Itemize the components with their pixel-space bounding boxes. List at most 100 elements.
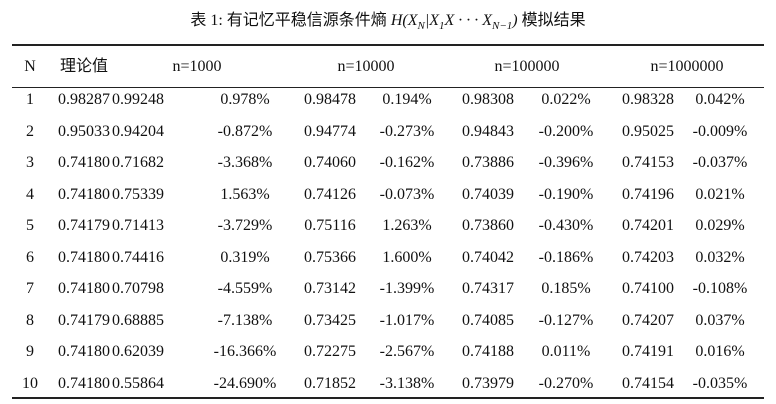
table-cell: -4.559% (217, 280, 273, 297)
table-cell: 0.68885 (112, 311, 164, 329)
table-cell: 0.74180 (58, 343, 110, 360)
table-cell: 0.62039 (112, 343, 164, 360)
table-cell: -0.037% (692, 154, 748, 171)
table-cell: 7 (26, 280, 34, 297)
table-cell: 3 (26, 154, 34, 171)
table-cell: 4 (26, 185, 34, 203)
table-cell: -0.127% (538, 311, 594, 329)
table-cell: 0.74180 (58, 185, 110, 203)
table-cell: 1.263% (382, 217, 432, 234)
table-cell: 0.011% (541, 343, 591, 360)
mid-rule (12, 87, 764, 88)
table-cell: 0.74207 (622, 311, 674, 329)
table-cell: 0.022% (541, 91, 591, 108)
table-cell: 0.029% (695, 217, 745, 234)
top-rule (12, 44, 764, 46)
formula-subscript: N (417, 20, 425, 33)
formula-text: ) (512, 12, 518, 29)
table-cell: 0.74060 (304, 154, 356, 171)
table-cell: 0.75116 (304, 217, 356, 234)
table-cell: 0.74203 (622, 248, 674, 266)
table-cell: 0.74180 (58, 280, 110, 297)
table-cell: 0.042% (695, 91, 745, 108)
table-cell: 0.185% (541, 280, 591, 297)
table-cell: -0.872% (217, 122, 273, 140)
table-cell: 0.98308 (462, 91, 514, 108)
table-cell: -24.690% (213, 374, 277, 392)
table-cell: 0.71413 (112, 217, 164, 234)
header-cell: n=1000000 (650, 58, 724, 75)
table-cell: 0.94204 (112, 122, 164, 140)
table-cell: 1.600% (382, 248, 432, 266)
table-cell: 0.032% (695, 248, 745, 266)
table-cell: 0.73860 (462, 217, 514, 234)
table-cell: 1 (26, 91, 34, 108)
table-cell: 0.73425 (304, 311, 356, 329)
table-cell: 0.74179 (58, 217, 110, 234)
table-cell: -16.366% (213, 343, 277, 360)
table-cell: 0.71682 (112, 154, 164, 171)
table-cell: 0.74179 (58, 311, 110, 329)
formula-text: X · · · X (444, 12, 493, 29)
formula-subscript: 1 (438, 20, 445, 33)
table-cell: 0.75366 (304, 248, 356, 266)
table-cell: 0.95025 (622, 122, 674, 140)
table-cell: 0.95033 (58, 122, 110, 140)
table-cell: 0.74042 (462, 248, 514, 266)
table-cell: 0.94774 (304, 122, 356, 140)
header-cell: 理论值 (59, 58, 109, 75)
header-cell: n=100000 (494, 58, 560, 75)
table-cell: 0.016% (695, 343, 745, 360)
formula-subscript: N−1 (492, 20, 513, 33)
header-cell: N (24, 58, 36, 75)
table-cell: 2 (26, 122, 34, 140)
table-cell: 0.74191 (622, 343, 674, 360)
table-cell: 0.74201 (622, 217, 674, 234)
table-cell: 0.74039 (462, 185, 514, 203)
table-cell: -3.138% (379, 374, 435, 392)
table-cell: -0.162% (379, 154, 435, 171)
table-cell: -0.270% (538, 374, 594, 392)
header-cell: n=1000 (172, 58, 222, 75)
table-cell: 0.74196 (622, 185, 674, 203)
table-cell: 0.73886 (462, 154, 514, 171)
table-cell: 0.98287 (58, 91, 110, 108)
caption-prefix: 表 1: 有记忆平稳信源条件熵 (190, 12, 387, 29)
table-cell: 0.021% (695, 185, 745, 203)
table-cell: 5 (26, 217, 34, 234)
table-cell: -0.200% (538, 122, 594, 140)
table-cell: -0.009% (692, 122, 748, 140)
table-cell: -0.190% (538, 185, 594, 203)
bottom-rule (12, 397, 764, 399)
table-cell: 0.73142 (304, 280, 356, 297)
table-cell: -7.138% (217, 311, 273, 329)
table-cell: -0.430% (538, 217, 594, 234)
table-cell: 0.194% (382, 91, 432, 108)
table-cell: 0.70798 (112, 280, 164, 297)
table-cell: 0.74100 (622, 280, 674, 297)
table-cell: 0.98478 (304, 91, 356, 108)
table-cell: 6 (26, 248, 34, 266)
table-cell: 0.74180 (58, 154, 110, 171)
table-cell: 0.74416 (112, 248, 164, 266)
table-cell: -3.368% (217, 154, 273, 171)
table-cell: 1.563% (220, 185, 270, 203)
table-cell: 0.94843 (462, 122, 514, 140)
table-cell: 0.55864 (112, 374, 164, 392)
table-cell: 0.71852 (304, 374, 356, 392)
table-cell: 0.72275 (304, 343, 356, 360)
table-cell: 0.74180 (58, 374, 110, 392)
formula-text: |X (424, 12, 439, 29)
table-cell: 0.73979 (462, 374, 514, 392)
table-cell: 0.037% (695, 311, 745, 329)
table-cell: 0.74180 (58, 248, 110, 266)
table-cell: 0.978% (220, 91, 270, 108)
table-cell: -0.035% (692, 374, 748, 392)
table-cell: -2.567% (379, 343, 435, 360)
table-cell: 0.98328 (622, 91, 674, 108)
table-cell: -0.108% (692, 280, 748, 297)
table-cell: 0.74317 (462, 280, 514, 297)
table-cell: 0.319% (220, 248, 270, 266)
table-cell: 9 (26, 343, 34, 360)
